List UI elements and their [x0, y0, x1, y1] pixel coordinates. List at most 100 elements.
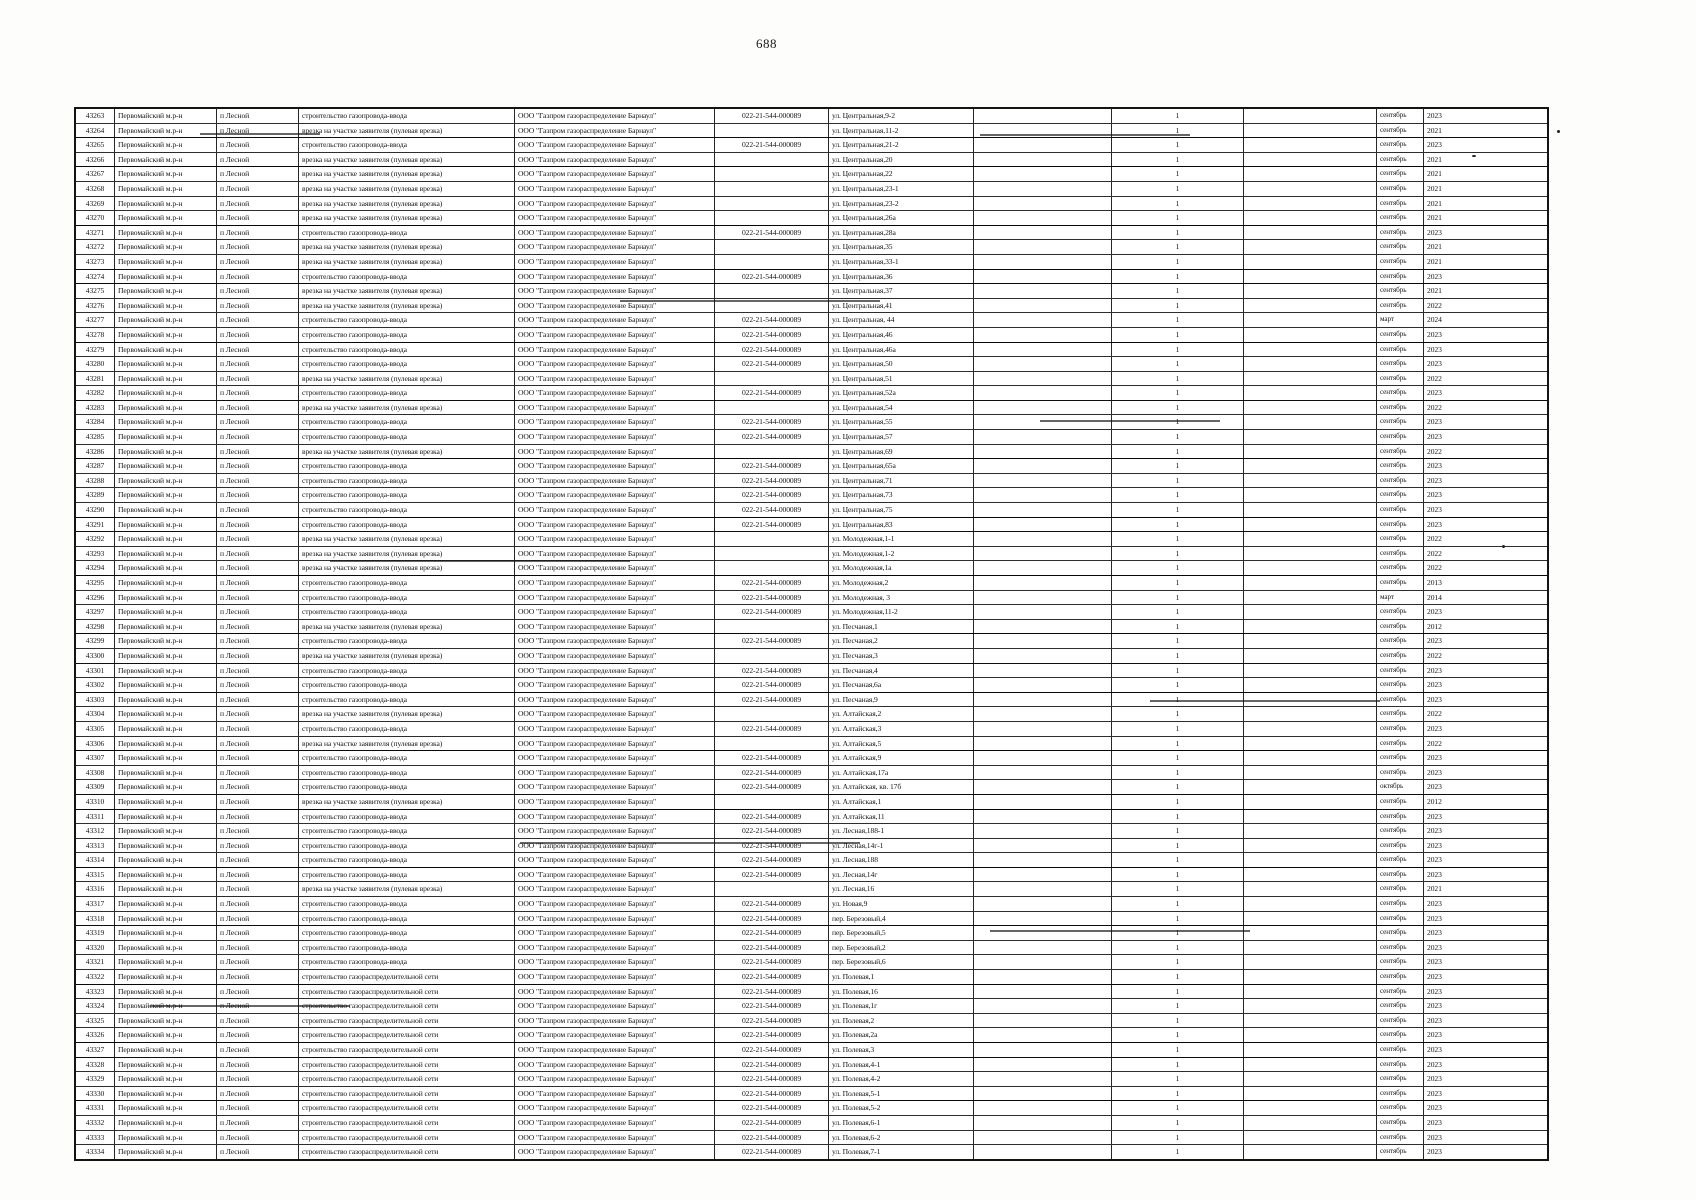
- table-row: 43330 Первомайский м.р-н п Лесной строитель…: [76, 1086, 1547, 1102]
- cell-settlement: п Лесной: [217, 1115, 299, 1130]
- cell-year: 2023: [1427, 855, 1442, 865]
- cell-settlement: п Лесной: [217, 867, 299, 882]
- cell-district: Первомайский м.р-н: [115, 824, 217, 838]
- cell-organization: ООО "Газпром газораспределение Барнаул": [515, 1145, 715, 1159]
- cell-blank: [1244, 138, 1377, 152]
- table-row: 43310 Первомайский м.р-н п Лесной врезка на…: [76, 794, 1547, 810]
- cell-blank: [1244, 400, 1377, 415]
- table-row: 43334 Первомайский м.р-н п Лесной строитель…: [76, 1145, 1547, 1159]
- table-row: 43283 Первомайский м.р-н п Лесной врезка на…: [76, 400, 1547, 416]
- cell-organization: ООО "Газпром газораспределение Барнаул": [515, 590, 715, 605]
- cell-quantity: 1: [1112, 1057, 1244, 1072]
- table-row: 43316 Первомайский м.р-н п Лесной врезка на…: [76, 882, 1547, 898]
- cell-district: Первомайский м.р-н: [115, 532, 217, 546]
- cell-id: 43271: [76, 225, 115, 240]
- cell-quantity: 1: [1112, 838, 1244, 853]
- cell-work-type: строительство газораспределительной сети: [299, 1043, 515, 1057]
- table-row: 43269 Первомайский м.р-н п Лесной врезка на…: [76, 196, 1547, 212]
- cell-code: [715, 240, 829, 254]
- cell-quantity: 1: [1112, 1043, 1244, 1057]
- cell-blank: [1244, 692, 1377, 707]
- cell-address: ул. Алтайская, кв. 17б: [829, 780, 974, 794]
- table-row: 43327 Первомайский м.р-н п Лесной строитель…: [76, 1043, 1547, 1058]
- cell-code: 022-21-544-000089: [715, 1057, 829, 1072]
- cell-quantity: 1: [1112, 196, 1244, 211]
- cell-blank: [1244, 152, 1377, 167]
- cell-quantity: 1: [1112, 911, 1244, 926]
- cell-code: 022-21-544-000089: [715, 663, 829, 678]
- cell-address: ул. Центральная,71: [829, 473, 974, 488]
- cell-address: ул. Песчаная,1: [829, 619, 974, 634]
- cell-code: 022-21-544-000089: [715, 1115, 829, 1130]
- cell-work-type: врезка на участке заявителя (пулевая вре…: [299, 707, 515, 721]
- cell-district: Первомайский м.р-н: [115, 503, 217, 517]
- table-row: 43318 Первомайский м.р-н п Лесной строитель…: [76, 911, 1547, 927]
- cell-quantity: 1: [1112, 123, 1244, 138]
- cell-organization: ООО "Газпром газораспределение Барнаул": [515, 721, 715, 736]
- cell-code: 022-21-544-000089: [715, 576, 829, 590]
- cell-settlement: п Лесной: [217, 1101, 299, 1115]
- cell-organization: ООО "Газпром газораспределение Барнаул": [515, 561, 715, 575]
- cell-code: 022-21-544-000089: [715, 313, 829, 327]
- cell-year: 2022: [1427, 650, 1442, 660]
- cell-organization: ООО "Газпром газораспределение Барнаул": [515, 605, 715, 619]
- cell-quantity: 1: [1112, 211, 1244, 225]
- cell-quantity: 1: [1112, 1115, 1244, 1130]
- cell-organization: ООО "Газпром газораспределение Барнаул": [515, 576, 715, 590]
- cell-blank: [1244, 459, 1377, 473]
- cell-settlement: п Лесной: [217, 970, 299, 984]
- table-row: 43289 Первомайский м.р-н п Лесной строитель…: [76, 488, 1547, 504]
- cell-blank: [974, 867, 1112, 882]
- cell-blank: [1244, 999, 1377, 1013]
- cell-blank: [1244, 1145, 1377, 1159]
- cell-id: 43292: [76, 532, 115, 546]
- cell-organization: ООО "Газпром газораспределение Барнаул": [515, 1013, 715, 1028]
- cell-work-type: врезка на участке заявителя (пулевая вре…: [299, 211, 515, 225]
- cell-blank: [1244, 1043, 1377, 1057]
- cell-address: ул. Центральная,69: [829, 444, 974, 459]
- cell-district: Первомайский м.р-н: [115, 1115, 217, 1130]
- cell-organization: ООО "Газпром газораспределение Барнаул": [515, 298, 715, 313]
- cell-work-type: строительство газопровода-ввода: [299, 327, 515, 342]
- table-row: 43324 Первомайский м.р-н п Лесной строитель…: [76, 999, 1547, 1014]
- cell-work-type: врезка на участке заявителя (пулевая вре…: [299, 648, 515, 663]
- table-row: 43319 Первомайский м.р-н п Лесной строитель…: [76, 926, 1547, 941]
- table-row: 43308 Первомайский м.р-н п Лесной строитель…: [76, 765, 1547, 781]
- cell-work-type: строительство газораспределительной сети: [299, 1115, 515, 1130]
- cell-settlement: п Лесной: [217, 313, 299, 327]
- table-row: 43307 Первомайский м.р-н п Лесной строитель…: [76, 751, 1547, 766]
- cell-organization: ООО "Газпром газораспределение Барнаул": [515, 955, 715, 970]
- cell-address: ул. Центральная,73: [829, 488, 974, 503]
- cell-quantity: 1: [1112, 1028, 1244, 1042]
- cell-organization: ООО "Газпром газораспределение Барнаул": [515, 853, 715, 867]
- cell-month: сентябрь: [1377, 867, 1424, 882]
- cell-work-type: строительство газораспределительной сети: [299, 1086, 515, 1101]
- cell-address: ул. Алтайская,5: [829, 736, 974, 751]
- cell-quantity: 1: [1112, 999, 1244, 1013]
- cell-blank: [1244, 561, 1377, 575]
- cell-organization: ООО "Газпром газораспределение Барнаул": [515, 254, 715, 269]
- cell-organization: ООО "Газпром газораспределение Барнаул": [515, 1086, 715, 1101]
- cell-code: [715, 794, 829, 809]
- cell-year: 2023: [1427, 986, 1442, 996]
- cell-id: 43264: [76, 123, 115, 138]
- cell-blank: [974, 590, 1112, 605]
- cell-code: 022-21-544-000089: [715, 430, 829, 444]
- cell-quantity: 1: [1112, 707, 1244, 721]
- cell-blank: [1244, 1086, 1377, 1101]
- cell-blank: [1244, 327, 1377, 342]
- cell-id: 43293: [76, 546, 115, 561]
- cell-month: сентябрь: [1377, 532, 1424, 546]
- cell-district: Первомайский м.р-н: [115, 1145, 217, 1159]
- cell-blank: [1244, 780, 1377, 794]
- cell-address: пер. Березовый,5: [829, 926, 974, 940]
- cell-id: 43309: [76, 780, 115, 794]
- cell-code: 022-21-544-000089: [715, 459, 829, 473]
- cell-address: ул. Центральная,33-1: [829, 254, 974, 269]
- cell-month: сентябрь: [1377, 138, 1424, 152]
- cell-district: Первомайский м.р-н: [115, 109, 217, 123]
- table-row: 43323 Первомайский м.р-н п Лесной строитель…: [76, 984, 1547, 1000]
- cell-blank: [974, 751, 1112, 765]
- cell-blank: [974, 254, 1112, 269]
- cell-address: ул. Центральная,75: [829, 503, 974, 517]
